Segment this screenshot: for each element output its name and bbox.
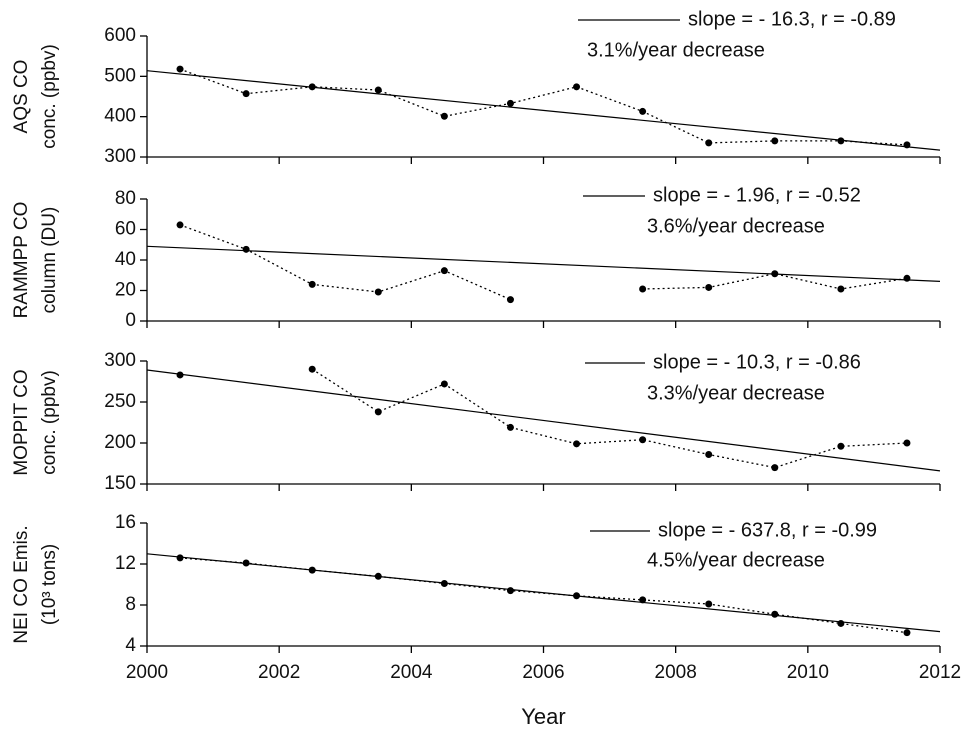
x-tick-label: 2012	[919, 662, 961, 683]
data-point	[176, 554, 184, 562]
y-tick-label: 80	[115, 188, 136, 209]
annotation: 3.1%/year decrease	[587, 39, 765, 61]
data-point	[837, 285, 845, 293]
data-point	[771, 464, 779, 472]
data-point	[837, 137, 845, 145]
y-tick-label: 250	[104, 391, 136, 412]
data-point	[308, 280, 316, 288]
y-tick-label: 200	[104, 432, 136, 453]
y-axis-label: conc. (ppbv)	[39, 44, 60, 149]
data-point	[705, 283, 713, 291]
annotation: 3.6%/year decrease	[647, 215, 825, 237]
y-tick-label: 20	[115, 280, 136, 301]
data-point	[506, 423, 514, 431]
data-line	[311, 368, 908, 469]
data-point	[440, 112, 448, 120]
x-tick-label: 2004	[390, 662, 433, 683]
data-point	[837, 442, 845, 450]
y-tick-label: 600	[104, 25, 136, 46]
data-point	[639, 107, 647, 115]
data-point	[639, 436, 647, 444]
data-point	[903, 629, 911, 637]
y-tick-label: 4	[125, 635, 136, 656]
annotation: 4.5%/year decrease	[647, 549, 825, 571]
legend-label: slope = - 1.96, r = -0.52	[653, 184, 861, 206]
data-point	[440, 380, 448, 388]
data-point	[771, 137, 779, 145]
data-point	[639, 285, 647, 293]
data-point	[705, 450, 713, 458]
data-line	[179, 68, 908, 146]
data-point	[573, 440, 581, 448]
fit-line	[146, 553, 941, 633]
data-point	[176, 371, 184, 379]
y-axis-label: MOPPIT CO	[11, 369, 32, 475]
data-point	[837, 619, 845, 627]
x-tick-label: 2010	[787, 662, 829, 683]
y-axis-label: conc. (ppbv)	[39, 370, 60, 475]
data-point	[374, 408, 382, 416]
data-point	[506, 99, 514, 107]
y-tick-label: 500	[104, 65, 136, 86]
y-tick-label: 300	[104, 146, 136, 167]
y-tick-label: 8	[125, 594, 136, 615]
y-tick-label: 300	[104, 350, 136, 371]
data-point	[573, 83, 581, 91]
data-point	[771, 610, 779, 618]
data-point	[440, 267, 448, 275]
y-tick-label: 60	[115, 219, 136, 240]
legend-label: slope = - 637.8, r = -0.99	[658, 519, 877, 541]
y-tick-label: 12	[115, 553, 136, 574]
data-point	[308, 365, 316, 373]
y-tick-label: 400	[104, 106, 136, 127]
annotation: 3.3%/year decrease	[647, 382, 825, 404]
y-axis-label: AQS CO	[11, 60, 32, 134]
x-axis-label: Year	[521, 704, 565, 729]
y-axis-label: column (DU)	[39, 207, 60, 314]
data-point	[506, 587, 514, 595]
data-line	[179, 224, 511, 301]
data-point	[242, 245, 250, 253]
y-tick-label: 0	[125, 310, 136, 331]
fit-line	[146, 245, 941, 282]
x-tick-label: 2006	[522, 662, 564, 683]
fit-line	[146, 70, 941, 151]
data-point	[639, 596, 647, 604]
data-point	[506, 296, 514, 304]
data-point	[705, 600, 713, 608]
fit-line	[146, 369, 941, 472]
x-tick-label: 2008	[655, 662, 697, 683]
legend-label: slope = - 10.3, r = -0.86	[653, 351, 861, 373]
y-axis-label: RAMMPP CO	[11, 202, 32, 319]
x-tick-label: 2000	[126, 662, 168, 683]
data-point	[242, 90, 250, 98]
x-tick-label: 2002	[258, 662, 300, 683]
legend-label: slope = - 16.3, r = -0.89	[688, 8, 896, 30]
y-axis-label: (10³ tons)	[39, 544, 60, 625]
y-axis-label: NEI CO Emis.	[11, 525, 32, 643]
data-point	[374, 288, 382, 296]
data-point	[903, 274, 911, 282]
y-tick-label: 150	[104, 473, 136, 494]
data-point	[374, 86, 382, 94]
data-point	[176, 65, 184, 73]
data-point	[705, 139, 713, 147]
y-tick-label: 40	[115, 249, 136, 270]
data-point	[903, 439, 911, 447]
y-tick-label: 16	[115, 512, 136, 533]
data-point	[176, 221, 184, 229]
